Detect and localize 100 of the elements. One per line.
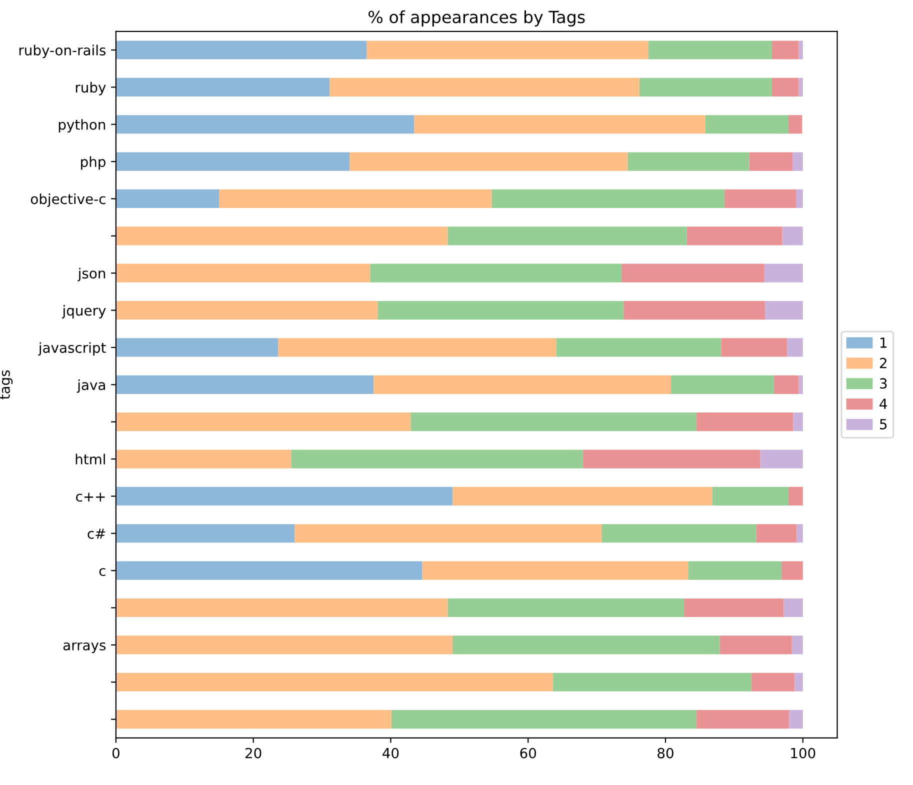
bar xyxy=(410,412,696,432)
legend-label: 5 xyxy=(880,419,887,430)
bar xyxy=(116,338,278,357)
bar xyxy=(448,226,687,246)
bar xyxy=(720,636,792,654)
bar xyxy=(294,524,602,543)
bar xyxy=(788,486,803,506)
y-tick-label: json xyxy=(78,268,106,282)
bar xyxy=(350,152,628,171)
y-tick-label: objective-c xyxy=(30,193,106,207)
bar xyxy=(684,598,784,618)
bar xyxy=(116,524,295,543)
bar xyxy=(794,672,803,692)
bar xyxy=(688,561,782,580)
bar xyxy=(751,672,795,692)
bar xyxy=(116,152,350,171)
bar xyxy=(721,338,788,357)
y-tick-label: ruby xyxy=(76,82,106,96)
bar xyxy=(792,636,803,654)
bar xyxy=(391,710,696,729)
bar xyxy=(639,78,772,96)
legend-label: 1 xyxy=(880,338,886,348)
bar xyxy=(782,561,803,580)
bar xyxy=(798,375,803,394)
bar xyxy=(116,561,422,580)
bar xyxy=(116,300,378,320)
x-tick-label: 0 xyxy=(112,748,120,758)
x-tick-label: 80 xyxy=(658,748,674,758)
bar xyxy=(784,598,803,618)
y-tick-label: html xyxy=(76,454,105,464)
bar xyxy=(772,78,799,96)
y-tick-label: ruby-on-rails xyxy=(19,44,106,58)
bar xyxy=(116,636,453,654)
bar xyxy=(696,412,794,432)
bar xyxy=(452,636,720,654)
y-axis-title: tags xyxy=(0,370,13,400)
bar xyxy=(291,450,584,468)
bar xyxy=(116,78,330,96)
bar xyxy=(116,412,411,432)
legend-label: 2 xyxy=(880,358,886,368)
bar xyxy=(796,189,803,208)
bar xyxy=(116,40,367,60)
bar xyxy=(116,264,370,282)
bar xyxy=(452,486,712,506)
bar xyxy=(116,450,292,468)
bar xyxy=(116,486,453,506)
y-tick-label: jquery xyxy=(62,305,106,318)
bar xyxy=(670,375,774,394)
bar xyxy=(116,375,374,394)
bar xyxy=(760,450,803,468)
bar xyxy=(796,524,803,543)
x-tick-label: 60 xyxy=(520,748,536,758)
bar xyxy=(789,710,803,729)
bar xyxy=(772,40,799,60)
bar xyxy=(378,300,624,320)
bar xyxy=(624,300,766,320)
bar xyxy=(765,300,803,320)
bar xyxy=(798,78,803,96)
bar xyxy=(116,598,448,618)
legend-label: 3 xyxy=(880,378,887,389)
bar xyxy=(749,152,793,171)
y-tick-label: c# xyxy=(88,528,106,539)
bar xyxy=(218,189,492,208)
y-tick-label: java xyxy=(76,379,105,393)
bar xyxy=(552,672,752,692)
bar xyxy=(374,375,671,394)
bar xyxy=(782,226,803,246)
bar xyxy=(414,115,706,134)
y-tick-label: python xyxy=(58,119,106,133)
bar xyxy=(370,264,622,282)
x-tick-label: 100 xyxy=(791,748,816,758)
bar xyxy=(792,152,803,171)
bar xyxy=(422,561,688,580)
bar xyxy=(788,115,802,134)
bar xyxy=(278,338,556,357)
legend-label: 4 xyxy=(880,398,887,409)
bar xyxy=(330,78,640,96)
bar xyxy=(764,264,803,282)
bar xyxy=(116,710,392,729)
bar xyxy=(774,375,799,394)
bar xyxy=(648,40,772,60)
y-tick-label: arrays xyxy=(63,642,106,654)
bar xyxy=(492,189,725,208)
bar xyxy=(366,40,648,60)
bar xyxy=(602,524,756,543)
bar xyxy=(622,264,764,282)
bar xyxy=(556,338,722,357)
bar xyxy=(793,412,803,432)
bar xyxy=(116,189,219,208)
bar xyxy=(116,226,448,246)
y-tick-label: c xyxy=(99,568,106,576)
y-tick-label: javascript xyxy=(38,342,106,356)
bar xyxy=(705,115,788,134)
x-tick-label: 40 xyxy=(382,748,399,758)
bar xyxy=(583,450,760,468)
bar xyxy=(628,152,750,171)
chart-title: % of appearances by Tags xyxy=(368,10,585,27)
bar xyxy=(712,486,788,506)
bar xyxy=(756,524,797,543)
y-tick-label: c++ xyxy=(76,492,105,502)
